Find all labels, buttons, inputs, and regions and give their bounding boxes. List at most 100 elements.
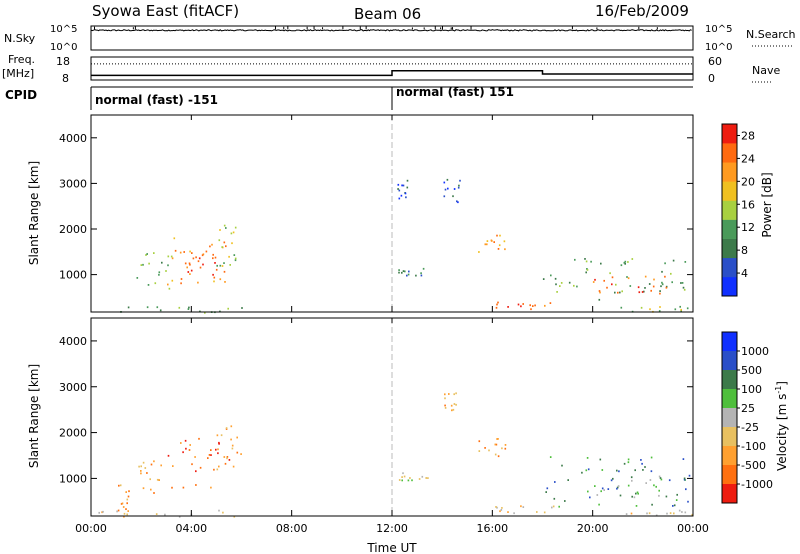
data-cell xyxy=(231,444,234,447)
nsearch-label: N.Search xyxy=(746,28,796,41)
beam-title: Beam 06 xyxy=(354,5,421,23)
data-cell xyxy=(178,515,181,518)
data-cell xyxy=(398,271,400,274)
data-cell xyxy=(201,254,204,257)
data-cell xyxy=(195,470,197,473)
data-cell xyxy=(661,281,663,284)
data-cell xyxy=(618,470,620,473)
data-cell xyxy=(202,253,205,256)
data-cell xyxy=(213,276,216,279)
data-cell xyxy=(670,272,672,275)
data-cell xyxy=(504,447,507,450)
nave-label: Nave xyxy=(752,64,780,77)
data-cell xyxy=(126,498,129,501)
velocity-colorbar: 1000 500 100 25 -25 -100 -500 -1000 xyxy=(721,331,773,504)
freq-label: Freq. xyxy=(8,53,35,66)
data-cell xyxy=(594,485,596,487)
data-cell xyxy=(411,479,413,482)
data-cell xyxy=(645,482,647,484)
data-cell xyxy=(180,282,182,285)
data-cell xyxy=(223,262,225,264)
data-cell xyxy=(561,464,563,467)
data-cell xyxy=(415,274,417,277)
data-cell xyxy=(646,512,648,515)
data-cell xyxy=(117,509,120,512)
data-cell xyxy=(520,305,522,308)
data-cell xyxy=(218,509,220,512)
velocity-unit-exponent: -1 xyxy=(774,386,783,394)
data-cell xyxy=(660,478,663,481)
data-cell xyxy=(665,495,668,498)
data-cell xyxy=(500,509,503,511)
data-cell xyxy=(119,484,122,487)
data-cell xyxy=(173,237,176,240)
noise-right-tick-bottom: 10^0 xyxy=(705,42,732,53)
data-cell xyxy=(167,283,169,286)
data-cell xyxy=(494,453,497,456)
data-cell xyxy=(126,502,128,505)
data-cell xyxy=(552,505,555,508)
data-cell xyxy=(224,281,226,283)
data-cell xyxy=(187,271,190,273)
power-colorbar: 4 8 12 16 20 24 28 xyxy=(721,123,755,297)
data-cell xyxy=(624,260,627,263)
x-axis-label: Time UT xyxy=(366,541,417,554)
data-cell xyxy=(210,486,212,489)
data-cell xyxy=(673,512,675,515)
data-cell xyxy=(172,465,174,467)
data-cell xyxy=(598,298,601,301)
velocity-panel: 1000 2000 3000 4000 00:00 04:00 08:00 12:00 16:… xyxy=(27,317,789,554)
colorbar-tick-label: 25 xyxy=(741,402,755,415)
noise-left-tick-bottom: 10^0 xyxy=(50,42,77,53)
data-cell xyxy=(573,284,575,287)
data-cell xyxy=(636,491,639,494)
data-cell xyxy=(554,277,557,280)
data-cell xyxy=(121,502,124,505)
data-cell xyxy=(407,273,410,276)
nave-tick-top: 60 xyxy=(708,55,722,68)
data-cell xyxy=(170,255,173,258)
data-cell xyxy=(683,288,686,291)
power-y-axis: 1000 2000 3000 4000 xyxy=(59,132,693,282)
data-cell xyxy=(453,393,455,396)
data-cell xyxy=(207,457,209,459)
colorbar-tick-label: 28 xyxy=(741,129,755,142)
data-cell xyxy=(444,397,446,400)
data-cell xyxy=(650,470,653,473)
colorbar-swatch xyxy=(722,238,737,259)
data-cell xyxy=(155,513,158,515)
x-tick-label: 20:00 xyxy=(577,522,609,535)
data-cell xyxy=(620,306,623,309)
data-cell xyxy=(145,254,147,256)
data-cell xyxy=(545,491,547,493)
data-cell xyxy=(397,188,399,190)
data-cell xyxy=(684,261,687,263)
data-cell xyxy=(205,250,208,253)
data-cell xyxy=(409,477,411,479)
data-cell xyxy=(617,485,620,487)
data-cell xyxy=(553,497,556,500)
data-cell xyxy=(675,499,678,501)
noise-trace xyxy=(90,25,692,32)
data-cell xyxy=(401,479,403,482)
data-cell xyxy=(226,457,228,460)
data-cell xyxy=(564,500,566,502)
data-cell xyxy=(587,468,590,471)
data-cell xyxy=(513,512,515,515)
data-cell xyxy=(674,308,677,311)
data-cell xyxy=(661,270,663,273)
data-cell xyxy=(231,242,233,245)
colorbar-tick-label: 100 xyxy=(741,383,762,396)
data-cell xyxy=(189,263,191,266)
power-colorbar-label: Power [dB] xyxy=(760,172,774,237)
data-cell xyxy=(232,231,235,234)
data-cell xyxy=(98,511,100,514)
data-cell xyxy=(486,243,488,246)
data-cell xyxy=(585,469,588,472)
data-cell xyxy=(189,444,191,446)
data-cell xyxy=(560,282,563,284)
data-cell xyxy=(494,443,497,446)
data-cell xyxy=(223,456,226,458)
data-cell xyxy=(620,264,623,267)
data-cell xyxy=(584,258,586,260)
